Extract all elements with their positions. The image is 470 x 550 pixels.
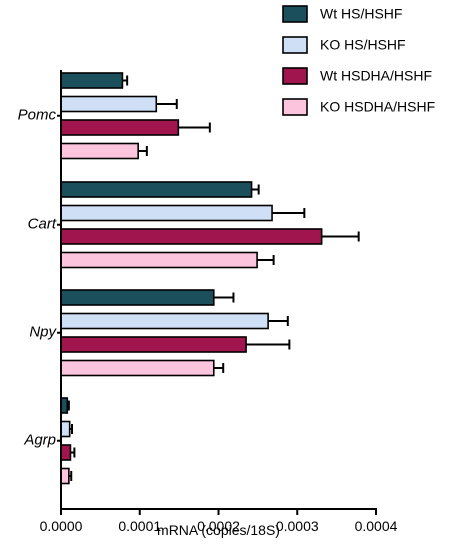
category-label-agrp: Agrp <box>23 432 56 449</box>
error-bar-npy-series-2 <box>268 316 289 326</box>
x-tick-label-3: 0.0003 <box>276 518 319 534</box>
legend-item-3: Wt HSDHA/HSHF <box>282 67 432 85</box>
error-bar-agrp-series-3 <box>70 447 76 458</box>
error-bar-cart-series-1 <box>251 184 260 195</box>
error-bar-agrp-series-4 <box>68 471 73 481</box>
legend-swatch-2 <box>282 36 308 54</box>
bar-npy-series-1 <box>60 289 215 306</box>
x-ticks-layer: 0.0000 0.0001 0.0002 0.0003 0.0004 <box>40 509 398 534</box>
error-bar-npy-series-1 <box>213 292 235 303</box>
bar-agrp-series-3 <box>60 444 72 461</box>
legend-swatch-3 <box>282 67 308 85</box>
error-bar-agrp-series-1 <box>67 400 70 411</box>
bars-layer <box>60 72 323 485</box>
bar-npy-series-4 <box>60 359 215 377</box>
error-bar-cart-series-4 <box>257 255 275 265</box>
error-bar-pomc-series-4 <box>138 146 148 156</box>
error-bar-cart-series-3 <box>321 231 360 242</box>
x-tick-label-1: 0.0001 <box>118 518 161 534</box>
error-bar-pomc-series-2 <box>156 99 178 109</box>
error-bar-cart-series-2 <box>272 208 306 218</box>
legend-label-3: Wt HSDHA/HSHF <box>320 68 432 84</box>
category-label-cart: Cart <box>28 216 57 233</box>
error-bar-agrp-series-2 <box>69 424 74 434</box>
bar-cart-series-4 <box>60 251 258 269</box>
bar-pomc-series-1 <box>60 72 124 89</box>
x-tick-label-4: 0.0004 <box>355 518 398 534</box>
bar-npy-series-3 <box>60 336 247 353</box>
error-bars-layer <box>67 75 360 481</box>
legend-item-2: KO HS/HSHF <box>282 36 406 54</box>
error-bar-pomc-series-1 <box>122 75 129 86</box>
x-tick-label-2: 0.0002 <box>197 518 240 534</box>
bar-cart-series-3 <box>60 228 323 245</box>
legend-swatch-1 <box>282 5 308 23</box>
bar-pomc-series-3 <box>60 119 180 136</box>
x-axis-title: mRNA (copies/18S) <box>157 522 280 538</box>
x-tick-label-0: 0.0000 <box>40 518 83 534</box>
error-bar-pomc-series-3 <box>178 122 211 133</box>
legend-label-4: KO HSDHA/HSHF <box>320 99 435 115</box>
legend-label-1: Wt HS/HSHF <box>320 6 402 22</box>
bar-pomc-series-4 <box>60 142 139 160</box>
error-bar-npy-series-4 <box>213 363 225 373</box>
bar-cart-series-1 <box>60 181 253 198</box>
legend-swatch-4 <box>282 98 308 116</box>
bar-cart-series-2 <box>60 204 273 222</box>
legend-label-2: KO HS/HSHF <box>320 37 406 53</box>
bar-npy-series-2 <box>60 312 269 330</box>
bar-pomc-series-2 <box>60 95 158 113</box>
category-label-pomc: Pomc <box>18 107 57 124</box>
error-bar-npy-series-3 <box>246 339 291 350</box>
bar-agrp-series-4 <box>60 467 70 485</box>
legend-item-4: KO HSDHA/HSHF <box>282 98 435 116</box>
category-labels-layer: Pomc Cart Npy Agrp <box>18 107 61 449</box>
bar-agrp-series-2 <box>60 420 71 438</box>
legend-item-1: Wt HS/HSHF <box>282 5 402 23</box>
legend: Wt HS/HSHF KO HS/HSHF Wt HSDHA/HSHF KO HSDH… <box>282 5 435 116</box>
category-label-npy: Npy <box>29 324 57 341</box>
